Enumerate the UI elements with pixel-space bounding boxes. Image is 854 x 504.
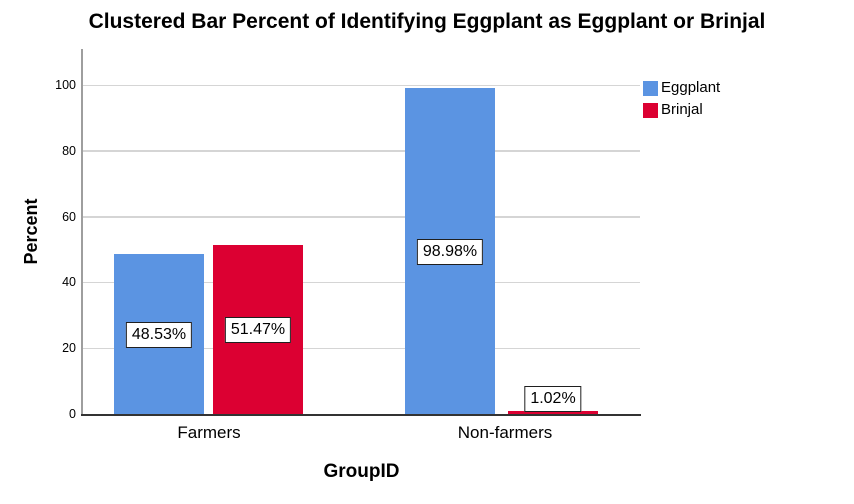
gridline [83, 281, 640, 284]
y-tick-label: 0 [69, 407, 76, 421]
legend-item-eggplant: Eggplant [643, 79, 720, 97]
legend-item-brinjal: Brinjal [643, 101, 720, 119]
y-tick-label: 40 [62, 275, 76, 290]
chart-title: Clustered Bar Percent of Identifying Egg… [88, 10, 766, 33]
gridline [83, 84, 640, 86]
x-tick-label-nonfarmers: Non-farmers [457, 423, 553, 442]
y-tick-label: 20 [62, 341, 76, 356]
y-axis-title: Percent [21, 198, 41, 265]
legend-label-eggplant: Eggplant [661, 79, 721, 96]
y-tick-label: 100 [55, 78, 76, 92]
gridline [83, 150, 640, 152]
data-label-nonfarmers-brinjal: 1.02% [524, 386, 582, 412]
legend-label-brinjal: Brinjal [661, 101, 703, 118]
x-axis-title: GroupID [323, 461, 400, 482]
data-label-nonfarmers-eggplant: 98.98% [416, 239, 484, 266]
gridline [83, 347, 640, 350]
legend-swatch-eggplant-icon [643, 80, 658, 96]
y-tick-label: 60 [62, 209, 76, 224]
bar-nonfarmers-brinjal [508, 410, 598, 414]
x-tick-label-farmers: Farmers [177, 423, 241, 442]
x-axis-line [81, 414, 641, 416]
plot-area: 48.53% 51.47% 98.98% 1.02% [81, 49, 640, 414]
legend: Eggplant Brinjal [643, 79, 720, 119]
data-label-farmers-brinjal: 51.47% [224, 317, 292, 344]
data-label-farmers-eggplant: 48.53% [125, 322, 193, 349]
gridline [83, 216, 640, 218]
y-tick-label: 80 [62, 143, 76, 158]
legend-swatch-brinjal-icon [643, 102, 658, 118]
